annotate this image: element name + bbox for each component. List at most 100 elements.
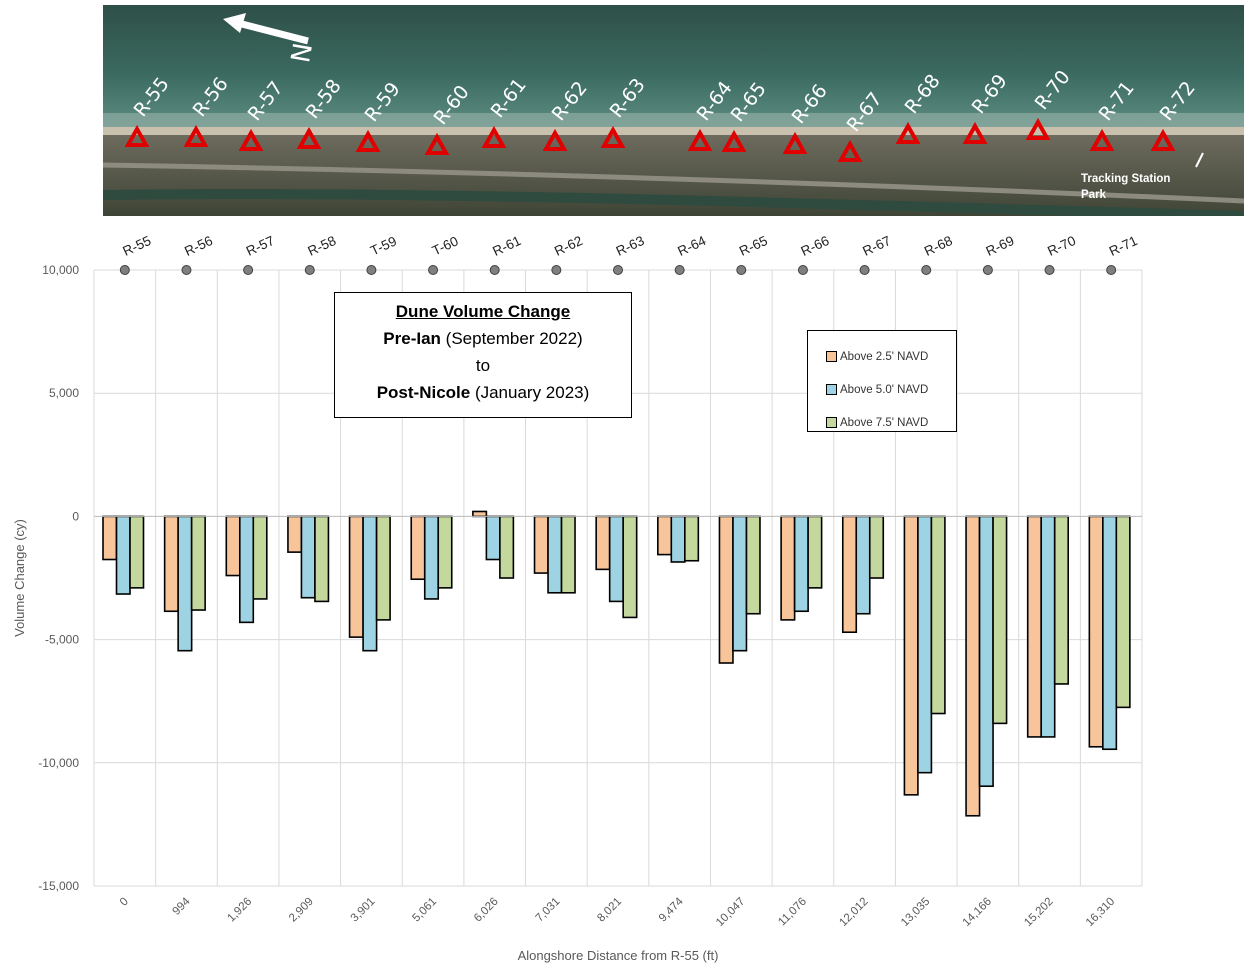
x-tick-label: 6,026 [472, 896, 501, 925]
bar-above-5-0 [362, 515, 378, 652]
x-tick-label: 16,310 [1084, 896, 1117, 929]
profile-marker-icon [962, 121, 988, 144]
x-tick-label: 15,202 [1022, 896, 1055, 929]
bar-above-2-5 [348, 515, 364, 638]
chart-subtitle-to: to [475, 356, 491, 375]
surf-zone [103, 113, 1244, 129]
legend-label-above-5-0: Above 5.0' NAVD [840, 383, 929, 396]
profile-marker-icon [424, 132, 450, 155]
y-tick-label: -10,000 [38, 756, 79, 770]
x-tick-label: 13,035 [899, 896, 932, 929]
bar-above-5-0 [978, 515, 994, 788]
bar-above-5-0 [732, 515, 748, 652]
bar-above-2-5 [225, 515, 241, 577]
bar-above-7-5 [252, 515, 268, 600]
bar-above-5-0 [423, 515, 440, 600]
x-tick-label: 2,909 [287, 896, 316, 925]
bar-above-2-5 [780, 515, 796, 621]
bar-above-7-5 [437, 515, 453, 589]
chart-subtitle-until: Post-Nicole (January 2023) [376, 383, 590, 402]
monument-dot [243, 265, 254, 275]
y-axis-ticks: 10,000 5,000 0 -5,000 -10,000 -15,000 [38, 263, 79, 893]
monument-dot [366, 265, 377, 275]
chart-subtitle-from: Pre-Ian (September 2022) [383, 329, 583, 348]
bar-above-5-0 [917, 515, 933, 774]
monument-label: T-59 [368, 233, 399, 258]
monument-markers: R-55 R-56 R-57 R-58 T-59 T-60 R-61 R-62 R-63 R-64… [119, 233, 1140, 275]
bar-above-7-5 [745, 515, 761, 615]
chart-title-box: Dune Volume Change Pre-Ian (September 20… [334, 292, 632, 418]
bar-above-2-5 [102, 515, 118, 561]
bar-above-2-5 [718, 515, 734, 664]
bar-above-7-5 [807, 515, 823, 589]
monument-label: R-69 [984, 233, 1017, 259]
monument-label: R-57 [244, 233, 277, 259]
bar-above-2-5 [595, 515, 611, 571]
legend-label-above-2-5: Above 2.5' NAVD [840, 350, 929, 363]
bar-above-5-0 [485, 515, 501, 561]
y-axis-label: Volume Change (cy) [12, 519, 27, 637]
monument-label: R-61 [490, 233, 523, 259]
x-tick-label: 14,166 [961, 896, 994, 929]
monument-label: T-60 [430, 233, 461, 258]
monument-dot [119, 265, 130, 275]
x-tick-label: 12,012 [837, 896, 870, 929]
bar-above-5-0 [547, 515, 563, 594]
monument-dot [551, 265, 562, 275]
monument-dot [797, 265, 808, 275]
monument-dot [921, 265, 932, 275]
profile-marker-icon [481, 125, 507, 148]
x-tick-label: 3,901 [349, 896, 378, 925]
monument-label: R-62 [552, 233, 585, 259]
bar-above-7-5 [499, 515, 515, 579]
park-pointer [1195, 152, 1204, 168]
bar-above-5-0 [238, 515, 255, 624]
aerial-photo-strip: N R-55 R-56 R-57 R-58 R-59 R-60 R-61 R-62 R-63 R-… [103, 5, 1244, 216]
monument-label: R-64 [675, 233, 708, 259]
monument-dot [674, 265, 685, 275]
x-tick-label: 11,076 [776, 896, 809, 929]
profile-marker-icon [355, 129, 381, 152]
monument-dot [613, 265, 623, 275]
bar-above-2-5 [1088, 515, 1104, 748]
monument-label: R-55 [120, 233, 153, 259]
x-tick-label: 7,031 [534, 896, 563, 925]
bar-above-5-0 [1040, 515, 1056, 738]
profile-marker-icon [1025, 117, 1051, 140]
bar-above-5-0 [608, 515, 624, 603]
bar-above-5-0 [1102, 515, 1118, 751]
beach [103, 127, 1244, 137]
bar-above-7-5 [868, 515, 885, 579]
monument-label: R-65 [737, 233, 770, 259]
y-tick-label: 5,000 [49, 386, 79, 400]
bar-above-5-0 [670, 515, 686, 563]
bar-above-5-0 [793, 515, 809, 613]
bar-above-7-5 [1115, 515, 1131, 709]
monument-dot [489, 265, 500, 275]
bar-above-7-5 [314, 515, 330, 603]
bar-above-7-5 [1053, 515, 1070, 685]
chart-legend: Above 2.5' NAVD Above 5.0' NAVD Above 7.… [807, 330, 957, 432]
profile-marker-icon [1150, 128, 1176, 151]
x-axis-ticks: 0 994 1,926 2,909 3,901 5,061 6,026 7,031 8,021 9… [118, 895, 1117, 929]
park-label-line1: Tracking Station [1081, 173, 1170, 185]
river [103, 189, 1244, 216]
x-tick-label: 5,061 [410, 896, 439, 925]
bar-above-7-5 [622, 515, 638, 619]
bar-above-5-0 [177, 515, 193, 652]
bars [94, 510, 1142, 817]
bar-above-5-0 [300, 515, 316, 599]
profile-marker-icon [687, 128, 713, 151]
monument-label: R-66 [799, 233, 832, 259]
bar-above-7-5 [684, 515, 700, 562]
bar-above-7-5 [930, 515, 946, 715]
legend-item-above-5-0: Above 5.0' NAVD [826, 373, 956, 406]
monument-label: R-70 [1045, 233, 1078, 259]
x-tick-label: 10,047 [714, 896, 747, 929]
profile-marker-icon [124, 124, 150, 147]
x-tick-label: 8,021 [595, 896, 624, 925]
profile-marker-icon [238, 128, 264, 151]
monument-dot [859, 265, 870, 275]
bar-above-2-5 [287, 515, 303, 553]
